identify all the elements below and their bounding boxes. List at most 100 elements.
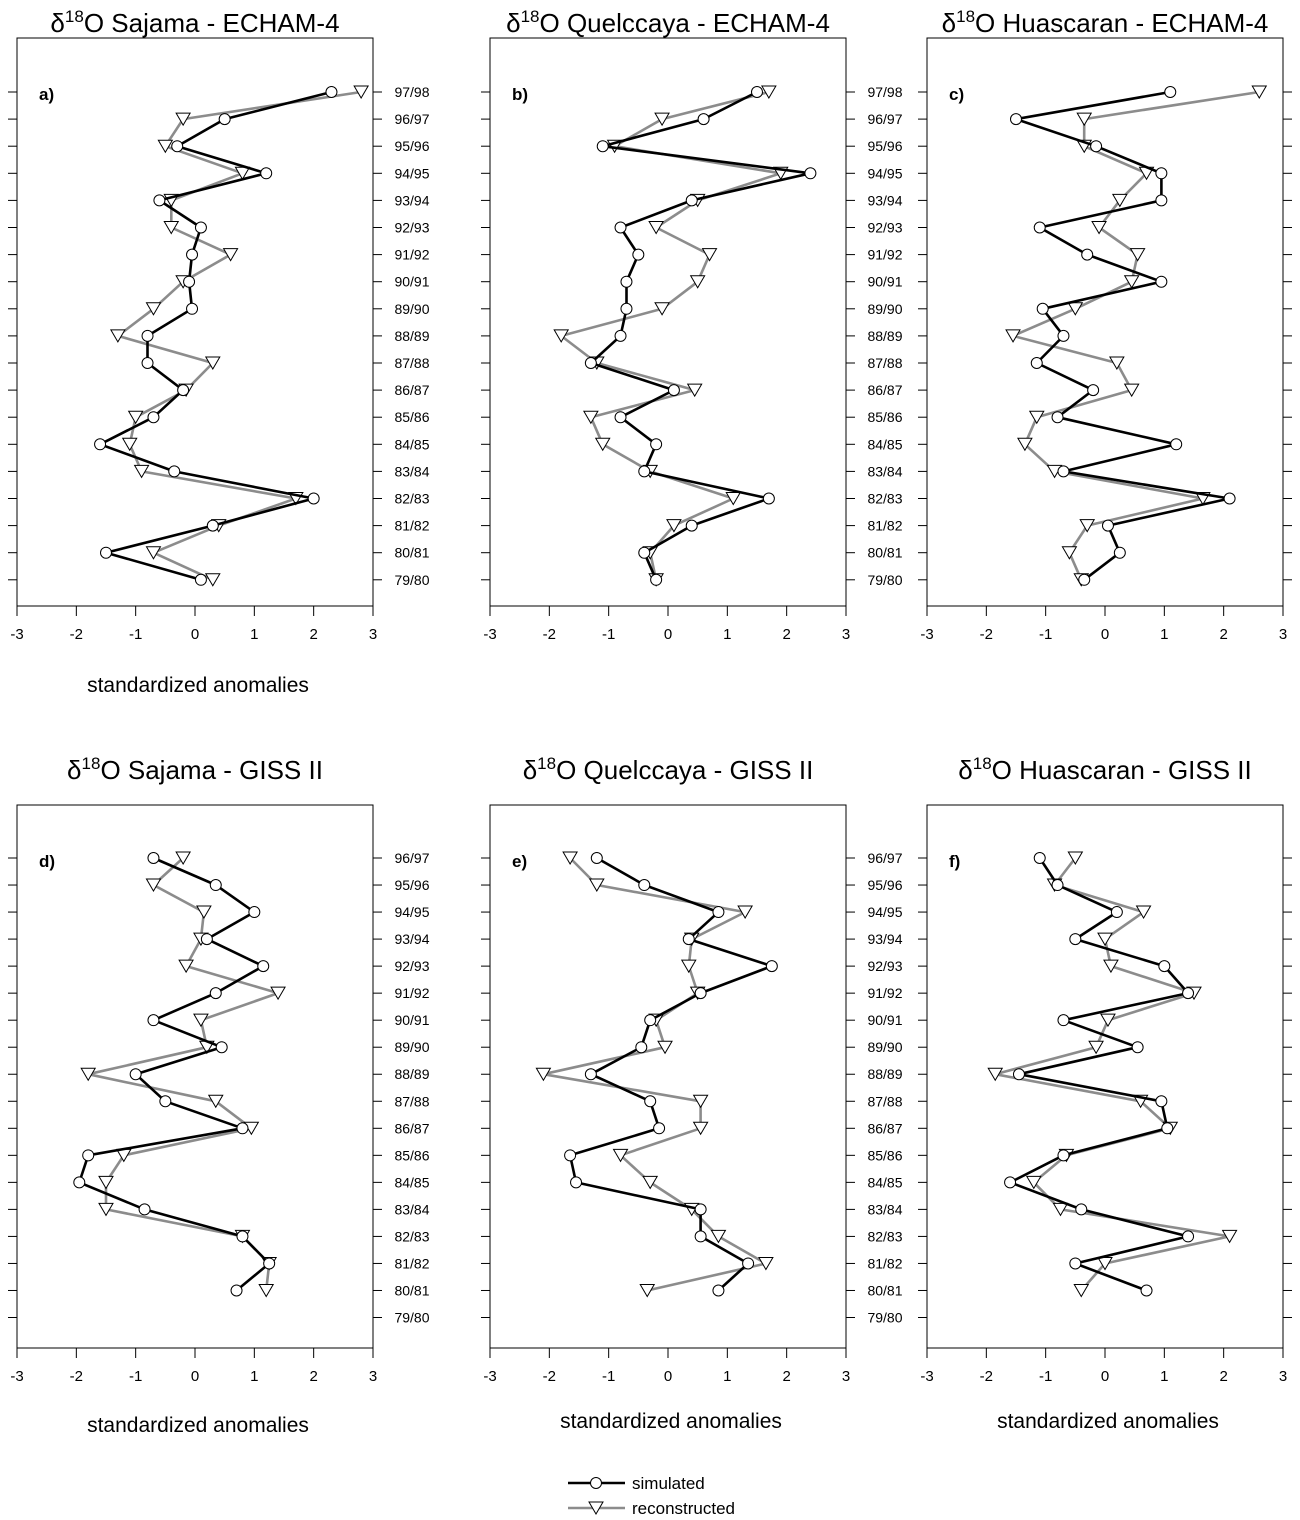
year-label: 85/86 [867,1147,902,1163]
simulated-point [650,573,663,586]
simulated-point [570,1176,583,1189]
simulated-point [183,275,196,288]
reconstructed-point [1073,1283,1090,1298]
year-label: 79/80 [394,572,429,588]
simulated-point [1155,194,1168,207]
chart-title: δ18O Quelccaya - ECHAM-4 [506,7,830,38]
x-tick-label: 1 [1160,626,1168,643]
legend-simulated-label: simulated [632,1474,705,1493]
reconstructed-point [157,139,174,154]
simulated-point [1155,1095,1168,1108]
simulated-point [694,1230,707,1243]
simulated-point [147,1014,160,1027]
reconstructed-point [222,248,239,262]
year-label: 87/88 [867,355,902,371]
reconstructed-point [654,302,670,316]
year-label: 85/86 [394,409,429,425]
x-tick-label: -3 [483,1368,496,1385]
x-tick-label: -2 [70,1368,83,1385]
simulated-point [194,573,207,586]
simulated-point [685,519,698,532]
x-tick-label: 1 [250,1368,258,1385]
reconstructed-point [109,329,126,343]
year-label: 89/90 [394,301,429,317]
x-tick-label: -2 [70,626,83,643]
reconstructed-point [1111,193,1128,208]
reconstructed-point [689,275,706,289]
year-label: 94/95 [867,904,902,920]
year-label: 90/91 [867,274,902,290]
reconstructed-point [642,1175,659,1190]
simulated-point [141,329,154,342]
year-label: 84/85 [394,436,429,452]
year-label: 79/80 [867,1310,902,1326]
reconstructed-point [639,1283,656,1298]
year-label: 91/92 [867,985,902,1001]
simulated-line [1014,90,1231,581]
x-tick-label: -2 [980,1368,993,1385]
simulated-point [742,1257,755,1270]
simulated-point [1069,1257,1082,1270]
reconstructed-point [588,878,605,893]
x-tick-label: 2 [782,1368,790,1385]
simulated-point [186,248,199,261]
simulated-point [638,879,651,892]
reconstructed-point [657,1040,673,1055]
reconstructed-point [1067,302,1084,316]
title-text: O Sajama - ECHAM-4 [84,8,340,38]
chart-title: δ18O Huascaran - ECHAM-4 [942,7,1269,38]
simulated-point [147,411,160,424]
year-label: 82/83 [394,1228,429,1244]
simulated-point [1033,852,1046,864]
reconstructed-point [648,221,665,235]
simulated-point [1140,1284,1153,1297]
simulated-point [206,519,219,532]
year-label: 87/88 [394,355,429,371]
simulated-point [1036,302,1049,315]
simulated-point [584,1068,597,1081]
year-label: 97/98 [867,84,902,100]
year-label: 94/95 [394,165,429,181]
year-label: 80/81 [867,545,902,561]
simulated-point [564,1149,577,1162]
simulated-point [685,194,698,207]
year-label: 83/84 [867,463,902,479]
x-axis-label: standardized anomalies [997,1410,1219,1433]
x-axis-label: standardized anomalies [87,674,309,697]
simulated-point [1030,357,1043,369]
simulated-point [1057,465,1070,478]
simulated-point [1057,1014,1070,1027]
reconstructed-point [1135,905,1152,920]
legend: simulated reconstructed [568,1474,735,1518]
x-tick-label: -2 [543,1368,556,1385]
year-label: 92/93 [394,220,429,236]
simulated-point [230,1284,243,1297]
simulated-point [307,492,320,505]
simulated-point [94,438,107,451]
reconstructed-point [133,464,150,479]
reconstructed-point [725,492,742,506]
title-text: O Huascaran - ECHAM-4 [975,8,1268,38]
chart-panel-6: δ18O Huascaran - GISS II f) -3 -2 -1 0 1 2 3 stan… [918,754,1292,1433]
chart-panel-2: δ18O Quelccaya - ECHAM-4 b) -3 -2 -1 0 1 2 3 97/9… [481,7,903,643]
simulated-point [1057,329,1070,342]
legend-reconstructed-label: reconstructed [632,1499,735,1518]
x-axis-label: standardized anomalies [560,1410,782,1433]
reconstructed-point [145,302,162,316]
simulated-point [325,86,338,98]
year-label: 88/89 [394,328,429,344]
simulated-point [644,1014,657,1027]
year-label: 95/96 [394,877,429,893]
chart-panel-1: δ18O Sajama - ECHAM-4 a) -3 -2 -1 0 1 2 3 97/98 96… [8,7,430,697]
reconstructed-point [1123,275,1140,289]
year-label: 85/86 [867,409,902,425]
x-tick-label: -1 [602,626,615,643]
simulated-point [614,411,627,424]
year-label: 90/91 [394,274,429,290]
reconstructed-point [1028,410,1045,425]
simulated-point [1033,221,1046,234]
title-text: O Quelccaya - GISS II [556,755,813,785]
reconstructed-point [196,905,212,920]
x-tick-label: -2 [980,626,993,643]
simulated-point [141,357,154,369]
